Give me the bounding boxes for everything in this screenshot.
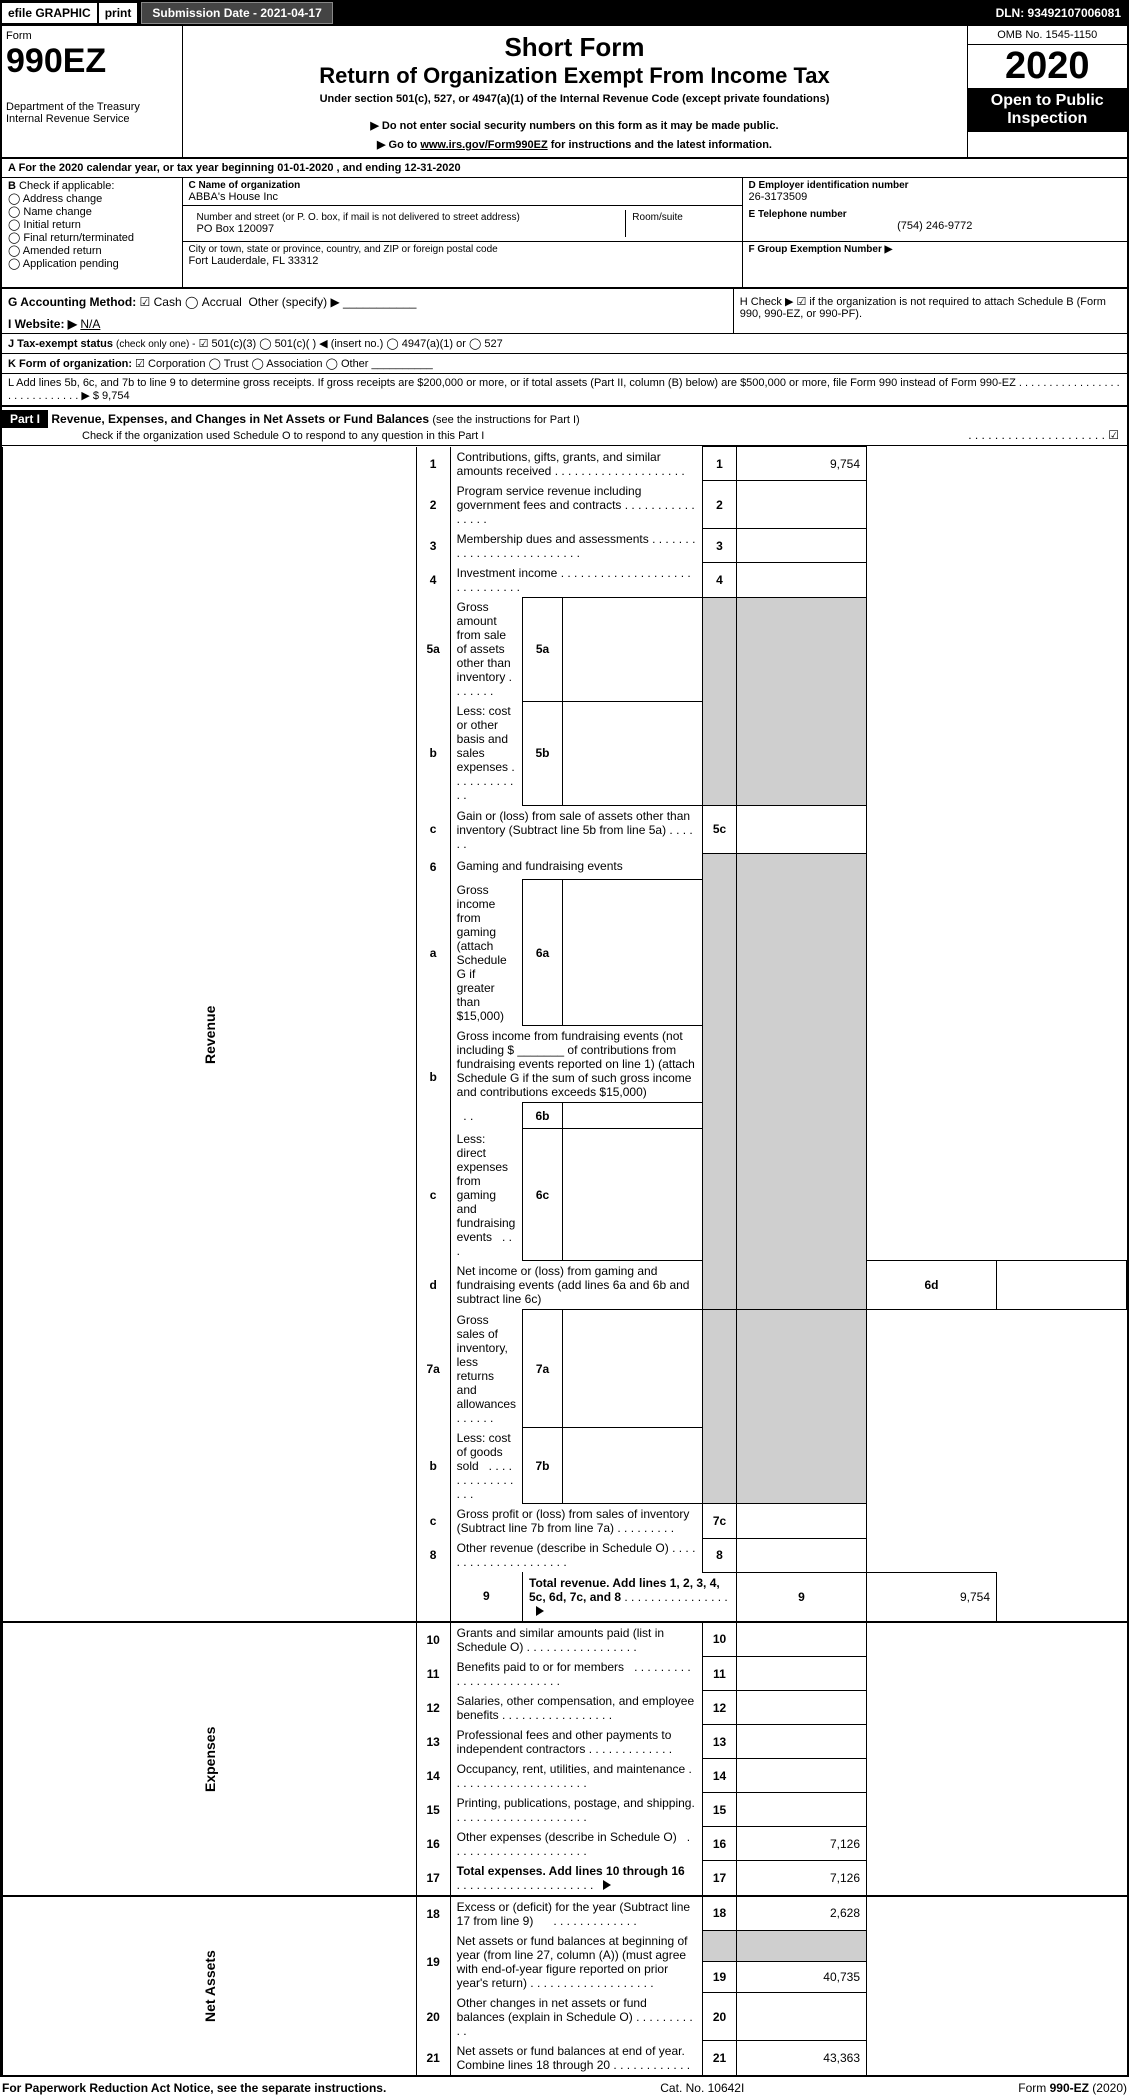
submission-date: Submission Date - 2021-04-17 xyxy=(141,2,332,24)
goto-post: for instructions and the latest informat… xyxy=(548,139,772,151)
line-j: J Tax-exempt status (check only one) - ☑… xyxy=(2,333,1127,354)
cb-address-change[interactable]: ◯ Address change xyxy=(8,192,176,205)
org-name: ABBA's House Inc xyxy=(189,191,736,203)
cb-501c[interactable]: ◯ xyxy=(259,338,271,350)
f-label: F Group Exemption Number ▶ xyxy=(749,244,1122,255)
netassets-section: Net Assets xyxy=(3,1896,417,2076)
arrow-icon xyxy=(603,1880,611,1890)
e-label: E Telephone number xyxy=(749,209,1122,220)
cb-527[interactable]: ◯ xyxy=(469,338,481,350)
irs-link[interactable]: www.irs.gov/Form990EZ xyxy=(420,139,547,151)
line-a: A For the 2020 calendar year, or tax yea… xyxy=(2,159,1127,178)
street: PO Box 120097 xyxy=(197,223,618,235)
cat-no: Cat. No. 10642I xyxy=(660,2081,744,2095)
form-number: 990EZ xyxy=(6,42,178,81)
line21-val: 43,363 xyxy=(737,2041,867,2076)
goto-line: ▶ Go to www.irs.gov/Form990EZ for instru… xyxy=(189,138,961,151)
line-k: K Form of organization: ☑ Corporation ◯ … xyxy=(2,354,1127,374)
form-id: Form 990-EZ (2020) xyxy=(1018,2081,1127,2095)
ssn-warning: ▶ Do not enter social security numbers o… xyxy=(189,119,961,132)
cb-assoc[interactable]: ◯ xyxy=(251,358,263,370)
d-label: D Employer identification number xyxy=(749,180,1122,191)
cb-trust[interactable]: ◯ xyxy=(209,358,221,370)
city-label: City or town, state or province, country… xyxy=(189,244,736,255)
irs-label: Internal Revenue Service xyxy=(6,113,178,125)
b-label: Check if applicable: xyxy=(19,180,114,192)
title-return: Return of Organization Exempt From Incom… xyxy=(189,63,961,89)
part1-check: Check if the organization used Schedule … xyxy=(82,430,484,442)
g-other: Other (specify) ▶ xyxy=(248,295,339,309)
cb-name-change[interactable]: ◯ Name change xyxy=(8,205,176,218)
efile-label: efile GRAPHIC xyxy=(2,3,97,23)
total-expenses: 7,126 xyxy=(737,1861,867,1896)
open-public: Open to Public Inspection xyxy=(968,88,1128,132)
line-a-text: For the 2020 calendar year, or tax year … xyxy=(19,162,461,174)
line19-val: 40,735 xyxy=(737,1962,867,1993)
line9-desc: Total revenue. Add lines 1, 2, 3, 4, 5c,… xyxy=(529,1576,720,1604)
cb-schedule-o[interactable]: . . . . . . . . . . . . . . . . . . . . … xyxy=(968,428,1119,442)
cb-4947[interactable]: ◯ xyxy=(386,338,398,350)
revenue-section: Revenue xyxy=(3,447,417,1622)
cb-501c3[interactable]: ☑ xyxy=(199,338,209,350)
gross-receipts: ▶ $ 9,754 xyxy=(81,390,129,402)
city: Fort Lauderdale, FL 33312 xyxy=(189,255,736,267)
part1-note: (see the instructions for Part I) xyxy=(432,414,579,426)
cb-final-return[interactable]: ◯ Final return/terminated xyxy=(8,231,176,244)
part1-table: Revenue 1 Contributions, gifts, grants, … xyxy=(2,446,1127,2077)
website: N/A xyxy=(80,317,100,331)
dept-label: Department of the Treasury xyxy=(6,101,178,113)
street-label: Number and street (or P. O. box, if mail… xyxy=(197,212,618,223)
line-l: L Add lines 5b, 6c, and 7b to line 9 to … xyxy=(2,374,1127,406)
dln-label: DLN: 93492107006081 xyxy=(996,6,1127,20)
c-label: C Name of organization xyxy=(189,180,736,191)
cb-accrual[interactable]: ◯ xyxy=(185,295,202,309)
omb-number: OMB No. 1545-1150 xyxy=(968,26,1128,45)
line1-desc: Contributions, gifts, grants, and simila… xyxy=(457,450,661,478)
subtitle: Under section 501(c), 527, or 4947(a)(1)… xyxy=(189,93,961,105)
h-text: H Check ▶ ☑ if the organization is not r… xyxy=(740,296,1106,320)
cb-corp[interactable]: ☑ xyxy=(135,358,145,370)
i-label: I Website: ▶ xyxy=(8,317,77,331)
part1-title: Revenue, Expenses, and Changes in Net As… xyxy=(51,412,429,426)
line1-val: 9,754 xyxy=(737,447,867,481)
top-bar: efile GRAPHIC print Submission Date - 20… xyxy=(0,0,1129,26)
cb-cash[interactable]: ☑ xyxy=(140,295,154,309)
cb-other[interactable]: ◯ xyxy=(326,358,338,370)
tax-year: 2020 xyxy=(968,45,1128,88)
total-revenue: 9,754 xyxy=(867,1572,997,1622)
cb-application-pending[interactable]: ◯ Application pending xyxy=(8,257,176,270)
phone: (754) 246-9772 xyxy=(749,220,1122,232)
form-label: Form xyxy=(6,30,178,42)
expenses-section: Expenses xyxy=(3,1622,417,1896)
pra-notice: For Paperwork Reduction Act Notice, see … xyxy=(2,2081,386,2095)
goto-pre: ▶ Go to xyxy=(377,139,420,151)
g-label: G Accounting Method: xyxy=(8,295,136,309)
cb-initial-return[interactable]: ◯ Initial return xyxy=(8,218,176,231)
room-label: Room/suite xyxy=(625,210,733,237)
part1-label: Part I xyxy=(2,410,48,428)
line18-val: 2,628 xyxy=(737,1896,867,1931)
footer: For Paperwork Reduction Act Notice, see … xyxy=(0,2077,1129,2099)
line16-val: 7,126 xyxy=(737,1827,867,1861)
ein: 26-3173509 xyxy=(749,191,1122,203)
arrow-icon xyxy=(536,1606,544,1616)
print-button[interactable]: print xyxy=(97,3,138,23)
title-short-form: Short Form xyxy=(189,32,961,63)
cb-amended-return[interactable]: ◯ Amended return xyxy=(8,244,176,257)
